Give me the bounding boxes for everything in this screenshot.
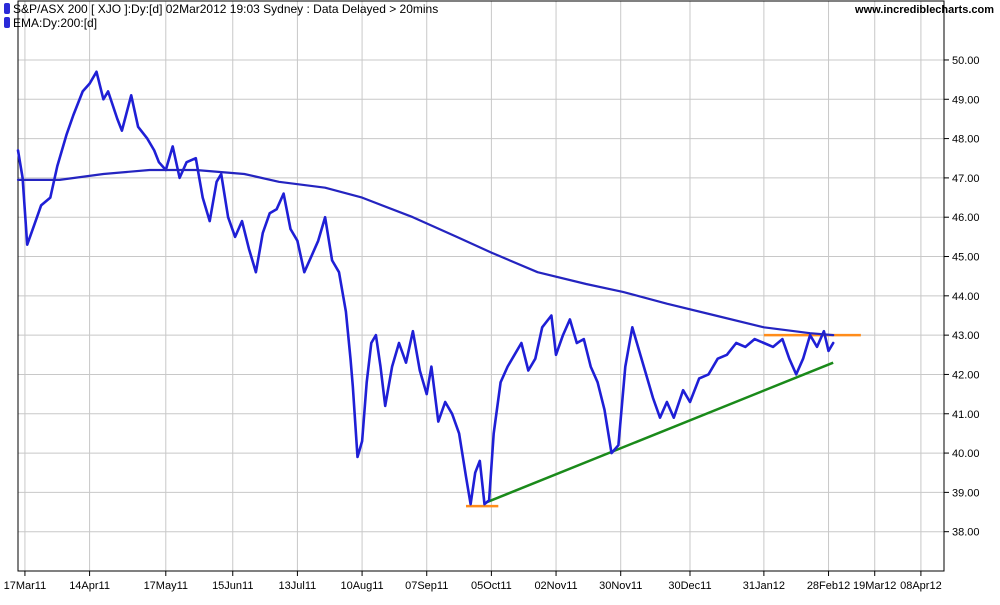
x-tick-label: 30Dec11: [668, 580, 711, 592]
x-tick-label: 05Oct11: [471, 580, 512, 592]
x-tick-label: 08Apr12: [900, 580, 942, 592]
legend-swatch-ema: [4, 17, 10, 28]
y-tick-label: 47.00: [952, 173, 980, 185]
price-series-line: [16, 70, 835, 506]
series: [16, 70, 835, 506]
y-tick-label: 43.00: [952, 330, 980, 342]
legend-swatch-price: [4, 3, 10, 14]
y-axis: 38.00 39.00 40.00 41.00 42.00 43.00 44.00 45.00…: [944, 55, 980, 539]
legend: S&P/ASX 200 [ XJO ]:Dy:[d] 02Mar2012 19:…: [4, 2, 438, 30]
x-tick-label: 30Nov11: [599, 580, 642, 592]
y-tick-label: 44.00: [952, 291, 980, 303]
support-trendline: [486, 361, 834, 504]
x-axis: 17Mar11 14Apr11 17May11 15Jun11 13Jul11 10Aug…: [4, 571, 942, 592]
grid: [18, 1, 944, 571]
x-tick-label: 31Jan12: [743, 580, 785, 592]
plot-border: [17, 0, 945, 572]
x-tick-label: 10Aug11: [340, 580, 383, 592]
x-tick-label: 13Jul11: [279, 580, 317, 592]
x-tick-label: 07Sep11: [405, 580, 448, 592]
chart-title: S&P/ASX 200 [ XJO ]:Dy:[d] 02Mar2012 19:…: [13, 2, 438, 16]
y-tick-label: 42.00: [952, 369, 980, 381]
ema-series-line: [16, 168, 835, 337]
x-tick-label: 19Mar12: [853, 580, 896, 592]
site-label[interactable]: www.incrediblecharts.com: [854, 4, 994, 16]
y-tick-label: 39.00: [952, 487, 980, 499]
x-tick-label: 28Feb12: [807, 580, 850, 592]
x-tick-label: 14Apr11: [69, 580, 110, 592]
legend-ema-label: EMA:Dy:200:[d]: [13, 16, 97, 30]
x-tick-label: 02Nov11: [534, 580, 577, 592]
y-tick-label: 41.00: [952, 409, 980, 421]
y-tick-label: 49.00: [952, 94, 980, 106]
y-tick-label: 38.00: [952, 527, 980, 539]
y-tick-label: 50.00: [952, 55, 980, 67]
x-tick-label: 17Mar11: [4, 580, 47, 592]
x-tick-label: 17May11: [144, 580, 188, 592]
y-tick-label: 40.00: [952, 448, 980, 460]
annotations: [465, 333, 861, 508]
y-tick-label: 46.00: [952, 212, 980, 224]
y-tick-label: 48.00: [952, 134, 980, 146]
x-tick-label: 15Jun11: [212, 580, 253, 592]
y-tick-label: 45.00: [952, 252, 980, 264]
